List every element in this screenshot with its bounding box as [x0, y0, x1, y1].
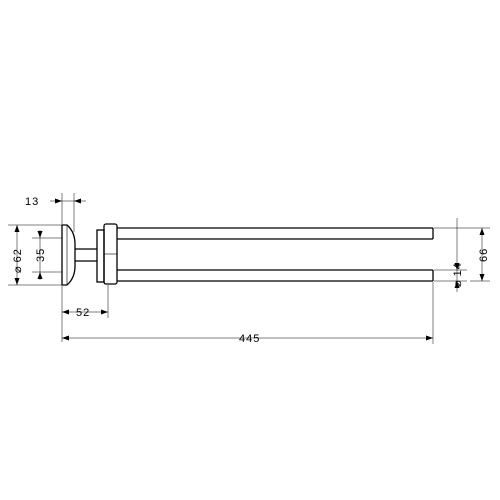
dimension-66: 66	[434, 227, 490, 282]
dim-label-66: 66	[478, 248, 490, 262]
dim-label-35: 35	[35, 248, 47, 262]
dim-label-14: ⌀14	[452, 262, 464, 287]
swivel-hub	[96, 223, 118, 285]
mounting-stem	[75, 248, 97, 262]
dimension-13: 13	[25, 193, 86, 232]
dimension-35: 35	[32, 230, 62, 280]
dim-label-52: 52	[76, 307, 90, 319]
dim-label-445: 445	[239, 333, 260, 345]
dimension-52: 52	[61, 285, 109, 342]
dimension-diameter-62: ⌀62	[8, 224, 62, 286]
dimension-445: 445	[62, 282, 434, 345]
dim-label-13: 13	[25, 196, 39, 208]
dimension-diameter-14: ⌀14	[434, 218, 467, 292]
lower-towel-arm	[117, 269, 434, 282]
wall-flange	[61, 224, 76, 286]
dim-label-62: ⌀62	[12, 248, 24, 273]
upper-towel-arm	[117, 227, 434, 240]
